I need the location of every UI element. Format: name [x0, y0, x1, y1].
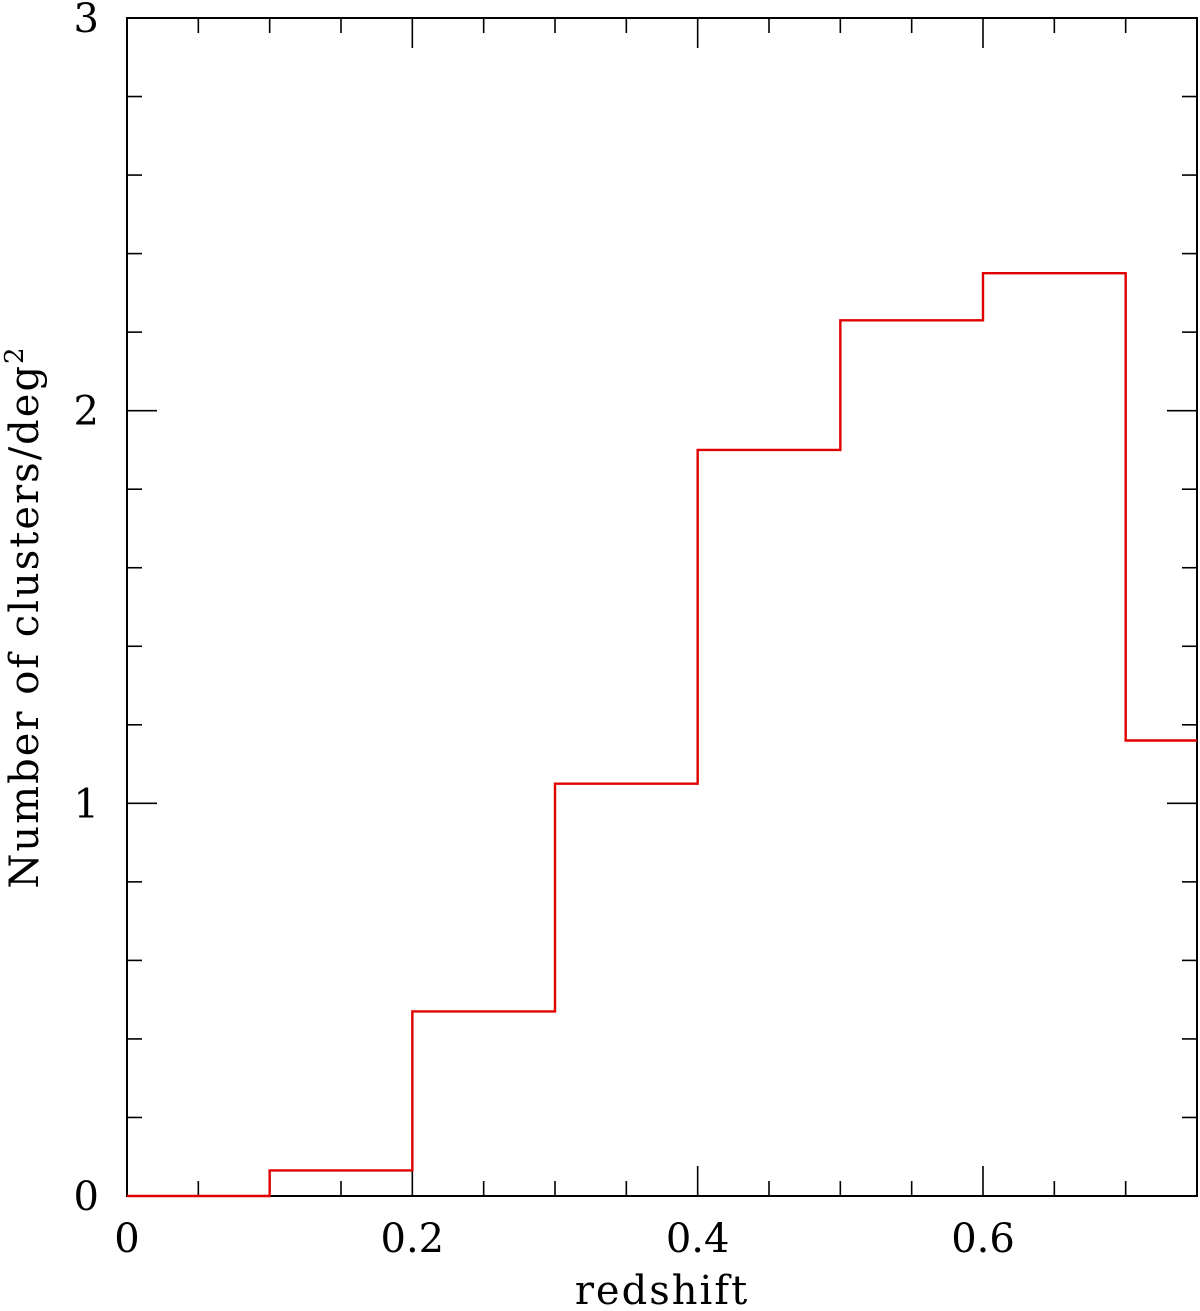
y-axis-label: Number of clusters/deg2	[0, 345, 48, 888]
histogram-line	[127, 272, 1197, 1198]
x-axis-label: redshift	[575, 1268, 749, 1311]
y-tick-label: 0	[74, 1174, 99, 1220]
y-tick-labels: 0 1 2 3	[74, 0, 99, 1220]
y-axis-label-main: Number of clusters/deg	[2, 364, 48, 889]
y-tick-label: 2	[74, 389, 99, 435]
x-tick-label: 0.6	[951, 1216, 1015, 1262]
x-tick-label: 0.4	[666, 1216, 730, 1262]
x-tick-label: 0	[114, 1216, 139, 1262]
y-tick-label: 3	[74, 0, 99, 42]
y-axis-label-superscript: 2	[0, 345, 30, 364]
y-tick-label: 1	[74, 781, 99, 827]
axis-ticks	[126, 17, 1198, 1197]
plot-frame	[126, 17, 1198, 1197]
x-tick-labels: 0 0.2 0.4 0.6	[114, 1216, 1015, 1262]
x-tick-label: 0.2	[381, 1216, 445, 1262]
